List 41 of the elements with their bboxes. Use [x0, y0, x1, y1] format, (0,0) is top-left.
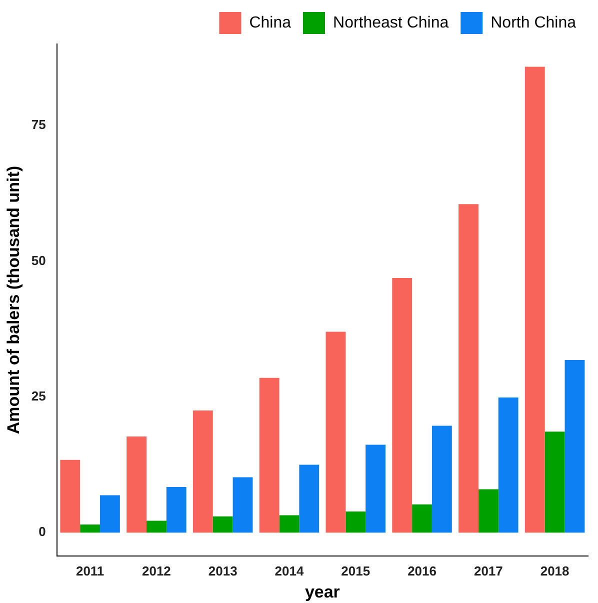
legend-label: North China — [490, 14, 576, 32]
bar — [192, 410, 213, 533]
bar — [544, 432, 565, 533]
bar — [166, 487, 186, 533]
x-tick-label: 2015 — [341, 563, 370, 578]
x-tick-label: 2018 — [540, 563, 570, 578]
y-tick-label: 75 — [31, 117, 46, 132]
bar — [346, 511, 366, 533]
bar — [146, 520, 166, 533]
x-axis-title: year — [304, 582, 340, 602]
bar — [100, 495, 120, 533]
bar — [524, 66, 545, 533]
bar — [279, 515, 300, 533]
bar — [259, 378, 280, 533]
y-tick-label: 25 — [31, 388, 46, 404]
x-tick-label: 2014 — [274, 563, 304, 578]
bar — [458, 204, 478, 533]
bar — [432, 426, 452, 533]
y-tick-label: 50 — [31, 252, 46, 268]
x-tick-label: 2012 — [142, 563, 171, 578]
bar — [126, 436, 146, 533]
bar — [232, 477, 253, 533]
bar — [80, 524, 100, 533]
bar — [478, 489, 498, 533]
x-tick-label: 2011 — [76, 563, 104, 578]
y-axis-title: Amount of balers (thousand unit) — [4, 166, 23, 434]
bar — [392, 278, 412, 533]
legend-label: China — [249, 14, 292, 32]
bar — [299, 464, 320, 533]
bar — [498, 397, 518, 533]
bar — [366, 444, 386, 533]
bar — [212, 516, 233, 533]
legend-label: Northeast China — [333, 14, 449, 32]
bar — [564, 360, 585, 533]
bar — [412, 504, 432, 533]
bar — [60, 460, 80, 533]
y-tick-label: 0 — [38, 524, 46, 540]
x-tick-label: 2017 — [474, 563, 503, 578]
x-tick-label: 2016 — [408, 563, 436, 578]
bar — [326, 332, 346, 533]
x-tick-label: 2013 — [208, 563, 238, 578]
